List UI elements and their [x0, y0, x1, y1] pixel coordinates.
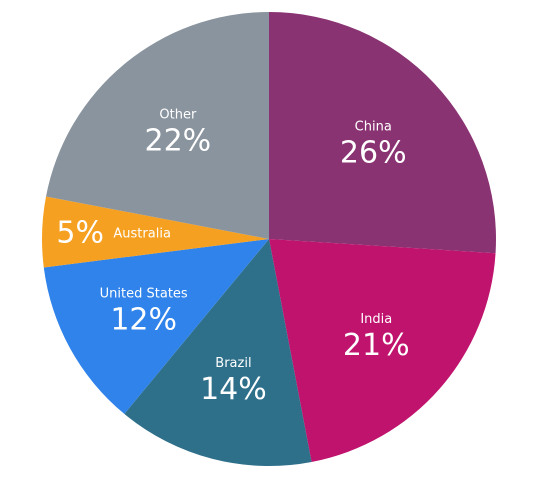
slice-label: United States: [100, 286, 188, 301]
value-label: 12%: [110, 302, 177, 337]
slice-label: Australia: [113, 227, 171, 242]
slice-label: India: [360, 312, 392, 327]
value-label: 5%: [56, 216, 104, 251]
pie-slice: [46, 11, 269, 240]
pie-slice: [43, 239, 269, 414]
value-label: 21%: [343, 328, 410, 363]
value-label: 26%: [340, 136, 407, 171]
slice-label: China: [355, 120, 392, 135]
value-label: 22%: [144, 123, 211, 158]
value-label: 14%: [200, 372, 267, 407]
pie-slice: [41, 196, 269, 268]
slice-label: Brazil: [215, 356, 251, 371]
slice-label: Other: [159, 107, 197, 122]
pie-slice: [269, 239, 496, 462]
pie-slice: [124, 239, 312, 466]
pie-slice: [269, 12, 496, 254]
